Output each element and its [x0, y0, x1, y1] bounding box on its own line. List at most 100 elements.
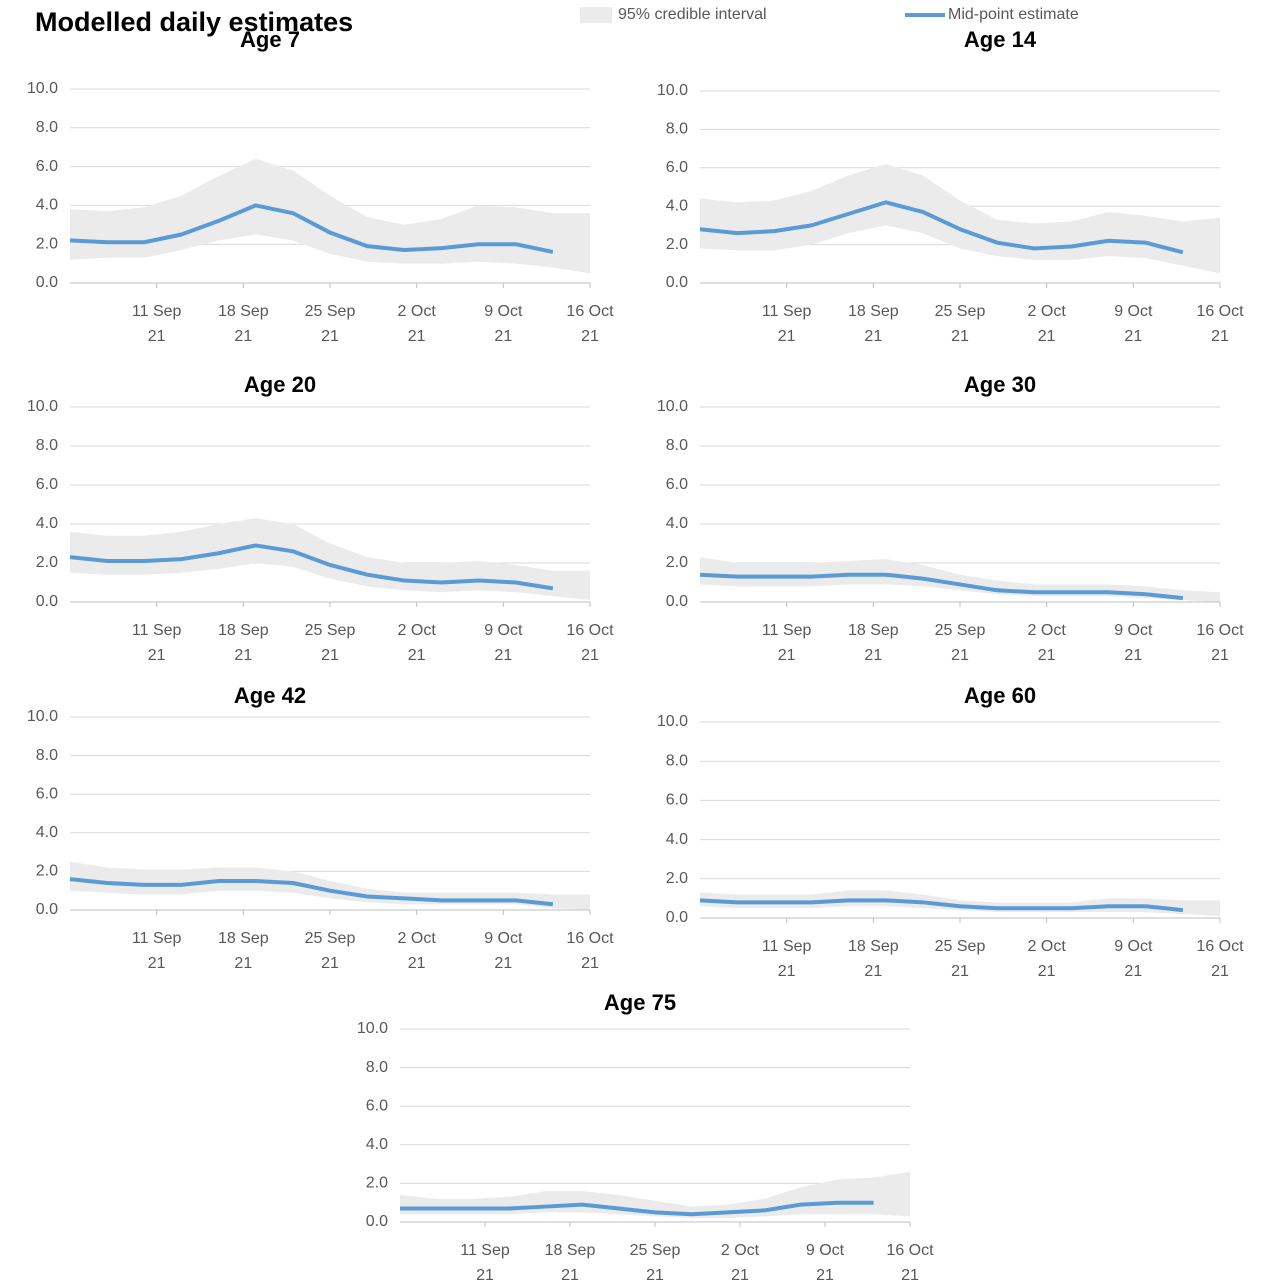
y-tick-label: 6.0 — [36, 785, 58, 802]
y-tick-label: 4.0 — [366, 1136, 388, 1153]
x-tick-label: 25 Sep 21 — [304, 622, 356, 664]
x-tick-label: 11 Sep 21 — [761, 938, 812, 980]
mid-line — [699, 572, 1184, 601]
y-tick-label: 2.0 — [366, 1175, 388, 1192]
x-tick-label: 2 Oct 21 — [397, 622, 436, 664]
y-tick-label: 2.0 — [36, 235, 58, 252]
y-tick-label: 0.0 — [666, 593, 688, 610]
legend-label: Mid-point estimate — [948, 6, 1079, 23]
x-tick-label: 16 Oct 21 — [566, 930, 614, 972]
x-tick-label: 2 Oct 21 — [720, 1242, 760, 1284]
x-tick-label: 2 Oct 21 — [397, 930, 436, 972]
mid-line — [69, 203, 554, 254]
x-tick-label: 25 Sep 21 — [304, 303, 356, 345]
y-tick-label: 0.0 — [36, 593, 58, 610]
y-tick-label: 6.0 — [36, 158, 58, 175]
x-tick-label: 2 Oct 21 — [1027, 622, 1066, 664]
credible-band — [70, 861, 590, 910]
x-tick-label: 16 Oct 21 — [1196, 938, 1244, 980]
x-tick-label: 18 Sep 21 — [847, 622, 899, 664]
x-tick-label: 16 Oct 21 — [566, 622, 614, 664]
x-tick-label: 9 Oct 21 — [1114, 622, 1153, 664]
x-tick-label: 16 Oct 21 — [1196, 622, 1244, 664]
x-tick-label: 9 Oct 21 — [1114, 303, 1153, 345]
x-tick-label: 16 Oct 21 — [886, 1242, 934, 1284]
chart-title: Age 75 — [604, 990, 676, 1015]
x-tick-label: 25 Sep 21 — [934, 622, 986, 664]
y-tick-label: 6.0 — [36, 476, 58, 493]
x-tick-label: 18 Sep 21 — [847, 303, 899, 345]
y-tick-label: 8.0 — [366, 1059, 388, 1076]
chart-title: Age 20 — [244, 372, 316, 397]
y-tick-label: 4.0 — [36, 824, 58, 841]
x-tick-label: 11 Sep 21 — [131, 303, 182, 345]
y-tick-label: 4.0 — [36, 515, 58, 532]
y-tick-label: 6.0 — [666, 476, 688, 493]
y-tick-label: 10.0 — [657, 713, 688, 730]
y-tick-label: 8.0 — [666, 437, 688, 454]
x-tick-label: 18 Sep 21 — [544, 1242, 596, 1284]
chart-title: Age 7 — [240, 27, 300, 52]
x-tick-label: 9 Oct 21 — [805, 1242, 845, 1284]
x-tick-label: 2 Oct 21 — [1027, 938, 1066, 980]
y-tick-label: 4.0 — [36, 197, 58, 214]
y-tick-label: 4.0 — [666, 831, 688, 848]
y-tick-label: 8.0 — [36, 119, 58, 136]
x-tick-label: 9 Oct 21 — [1114, 938, 1153, 980]
y-tick-label: 10.0 — [357, 1020, 388, 1037]
x-tick-label: 11 Sep 21 — [761, 303, 812, 345]
x-tick-label: 11 Sep 21 — [761, 622, 812, 664]
y-tick-label: 2.0 — [36, 554, 58, 571]
x-tick-label: 18 Sep 21 — [217, 622, 269, 664]
x-tick-label: 11 Sep 21 — [460, 1242, 510, 1284]
y-tick-label: 10.0 — [657, 82, 688, 99]
mid-line — [69, 543, 554, 591]
x-tick-label: 18 Sep 21 — [847, 938, 899, 980]
y-tick-label: 2.0 — [666, 870, 688, 887]
y-tick-label: 6.0 — [666, 792, 688, 809]
x-tick-label: 18 Sep 21 — [217, 303, 269, 345]
y-tick-label: 8.0 — [666, 121, 688, 138]
x-tick-label: 11 Sep 21 — [131, 930, 182, 972]
x-tick-label: 9 Oct 21 — [484, 930, 523, 972]
x-tick-label: 25 Sep 21 — [629, 1242, 681, 1284]
y-tick-label: 0.0 — [36, 901, 58, 918]
y-tick-label: 10.0 — [27, 80, 58, 97]
y-tick-label: 4.0 — [666, 515, 688, 532]
y-tick-label: 6.0 — [666, 159, 688, 176]
x-tick-label: 16 Oct 21 — [566, 303, 614, 345]
y-tick-label: 0.0 — [36, 274, 58, 291]
credible-band — [70, 158, 590, 274]
mid-line — [400, 1200, 874, 1217]
x-tick-label: 16 Oct 21 — [1196, 303, 1244, 345]
chart-title: Age 30 — [964, 372, 1036, 397]
y-tick-label: 0.0 — [666, 274, 688, 291]
x-tick-label: 9 Oct 21 — [484, 303, 523, 345]
y-tick-label: 6.0 — [366, 1097, 388, 1114]
chart-title: Age 60 — [964, 683, 1036, 708]
y-tick-label: 2.0 — [666, 236, 688, 253]
y-tick-label: 2.0 — [36, 863, 58, 880]
y-tick-label: 10.0 — [657, 398, 688, 415]
y-tick-label: 8.0 — [36, 437, 58, 454]
credible-band — [700, 163, 1220, 274]
y-tick-label: 0.0 — [366, 1213, 388, 1230]
x-tick-label: 25 Sep 21 — [934, 938, 986, 980]
legend-label: 95% credible interval — [618, 6, 767, 23]
y-tick-label: 8.0 — [36, 747, 58, 764]
x-tick-label: 11 Sep 21 — [131, 622, 182, 664]
credible-band — [700, 890, 1220, 917]
x-tick-label: 2 Oct 21 — [1027, 303, 1066, 345]
x-tick-label: 18 Sep 21 — [217, 930, 269, 972]
chart-title: Age 42 — [234, 683, 306, 708]
y-tick-label: 4.0 — [666, 197, 688, 214]
y-tick-label: 10.0 — [27, 708, 58, 725]
x-tick-label: 25 Sep 21 — [304, 930, 356, 972]
mid-line — [699, 898, 1184, 913]
chart-title: Age 14 — [964, 27, 1037, 52]
y-tick-label: 8.0 — [666, 752, 688, 769]
y-tick-label: 10.0 — [27, 398, 58, 415]
mid-line — [699, 200, 1184, 255]
